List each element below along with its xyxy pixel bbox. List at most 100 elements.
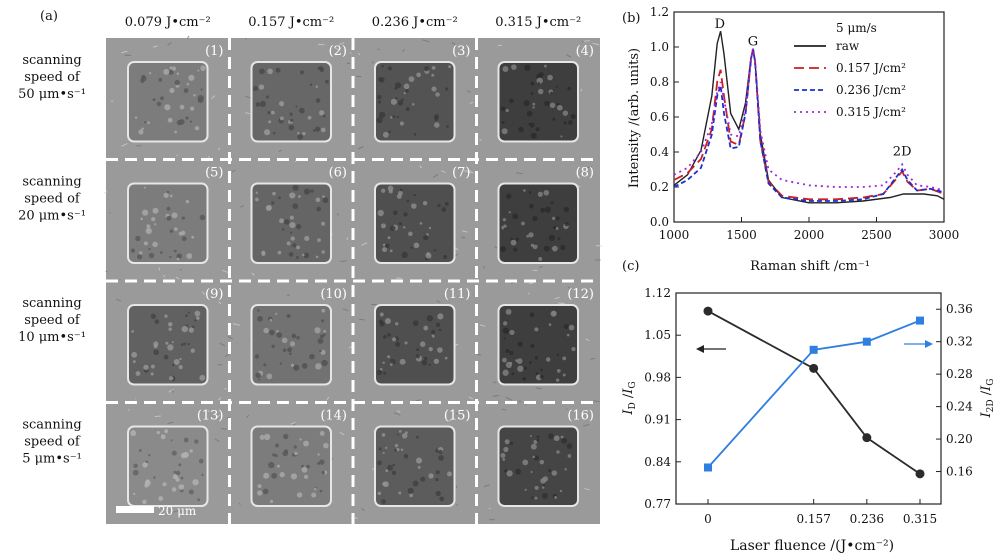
surface-grain <box>560 135 563 138</box>
cell-label: (6) <box>329 166 347 181</box>
surface-grain <box>522 377 527 381</box>
ablated-square <box>374 61 456 143</box>
texture-stroke <box>518 400 522 403</box>
surface-grain <box>130 430 137 437</box>
surface-grain <box>321 470 325 475</box>
surface-grain <box>148 453 151 457</box>
cell-label: (4) <box>576 44 594 59</box>
cell-label: (9) <box>205 287 223 302</box>
surface-grain <box>389 225 396 232</box>
surface-grain <box>317 338 324 344</box>
surface-grain <box>272 131 276 135</box>
surface-grain <box>445 87 449 91</box>
grid-dividers <box>106 38 600 524</box>
surface-grain <box>290 231 293 234</box>
surface-grain <box>169 87 175 94</box>
surface-grain <box>290 118 294 123</box>
texture-stroke <box>441 170 446 174</box>
data-point-circle <box>809 363 819 373</box>
data-point-circle <box>862 433 872 443</box>
surface-grain <box>200 88 203 91</box>
surface-grain <box>189 449 193 453</box>
surface-grain <box>173 249 177 253</box>
surface-grain <box>143 241 149 246</box>
surface-grain <box>174 79 180 86</box>
surface-grain <box>437 347 443 353</box>
surface-grain <box>557 104 563 111</box>
surface-grain <box>164 429 169 434</box>
texture-stroke <box>333 47 340 51</box>
surface-grain <box>395 342 400 347</box>
surface-grain <box>181 236 187 242</box>
surface-grain <box>398 429 402 433</box>
texture-stroke <box>419 165 423 169</box>
surface-grain <box>271 344 275 348</box>
surface-grain <box>166 206 171 211</box>
surface-grain <box>257 490 263 496</box>
surface-grain <box>516 358 523 364</box>
surface-grain <box>547 74 553 81</box>
surface-grain <box>435 322 441 328</box>
texture-stroke <box>339 42 345 45</box>
surface-grain <box>275 330 279 333</box>
surface-grain <box>524 488 527 491</box>
surface-grain <box>146 224 151 229</box>
surface-grain <box>190 106 195 111</box>
texture-stroke <box>358 52 361 56</box>
y-right-tick-label-c: 0.24 <box>946 400 973 414</box>
surface-grain <box>142 209 149 216</box>
cell-label: (13) <box>197 409 224 424</box>
surface-grain <box>556 368 561 373</box>
surface-grain <box>536 77 543 84</box>
surface-grain <box>567 86 572 91</box>
fluence-header: 0.236 J•cm⁻² <box>372 15 458 30</box>
surface-grain <box>407 487 414 494</box>
surface-grain <box>299 438 302 441</box>
surface-grain <box>313 487 317 491</box>
surface-grain <box>535 372 539 376</box>
surface-grain <box>556 353 560 357</box>
surface-grain <box>315 197 321 203</box>
texture-stroke <box>583 40 590 42</box>
y-tick-label-b: 0.2 <box>650 180 669 194</box>
surface-grain <box>262 488 269 495</box>
surface-grain <box>505 348 510 354</box>
texture-stroke <box>479 324 486 327</box>
legend-entry: 0.236 J/cm² <box>836 83 906 97</box>
surface-grain <box>556 102 560 106</box>
surface-grain <box>555 216 560 221</box>
surface-grain <box>423 325 429 331</box>
surface-grain <box>165 341 169 345</box>
surface-grain <box>194 319 197 322</box>
surface-grain <box>198 458 204 464</box>
y-right-tick-label-c: 0.32 <box>946 335 973 349</box>
surface-grain <box>540 207 546 213</box>
surface-grain <box>539 459 545 465</box>
surface-grain <box>433 249 437 252</box>
surface-grain <box>293 445 297 449</box>
surface-grain <box>141 127 144 131</box>
surface-grain <box>131 351 138 358</box>
surface-grain <box>176 257 180 261</box>
surface-grain <box>317 462 320 465</box>
surface-grain <box>535 127 540 132</box>
surface-grain <box>315 255 319 259</box>
surface-grain <box>176 119 183 126</box>
surface-grain <box>179 357 182 361</box>
surface-grain <box>282 228 285 231</box>
surface-grain <box>423 235 429 241</box>
texture-stroke <box>232 323 240 326</box>
cell-label: (12) <box>567 287 594 302</box>
surface-grain <box>287 347 293 353</box>
texture-stroke <box>469 101 474 105</box>
surface-grain <box>379 321 385 327</box>
surface-grain <box>406 199 410 203</box>
surface-grain <box>503 224 507 228</box>
surface-grain <box>292 184 299 191</box>
texture-stroke <box>239 502 241 506</box>
surface-grain <box>258 84 265 90</box>
surface-grain <box>168 327 172 331</box>
ratio-series <box>703 306 925 479</box>
surface-grain <box>179 104 185 110</box>
surface-grain <box>416 72 421 78</box>
